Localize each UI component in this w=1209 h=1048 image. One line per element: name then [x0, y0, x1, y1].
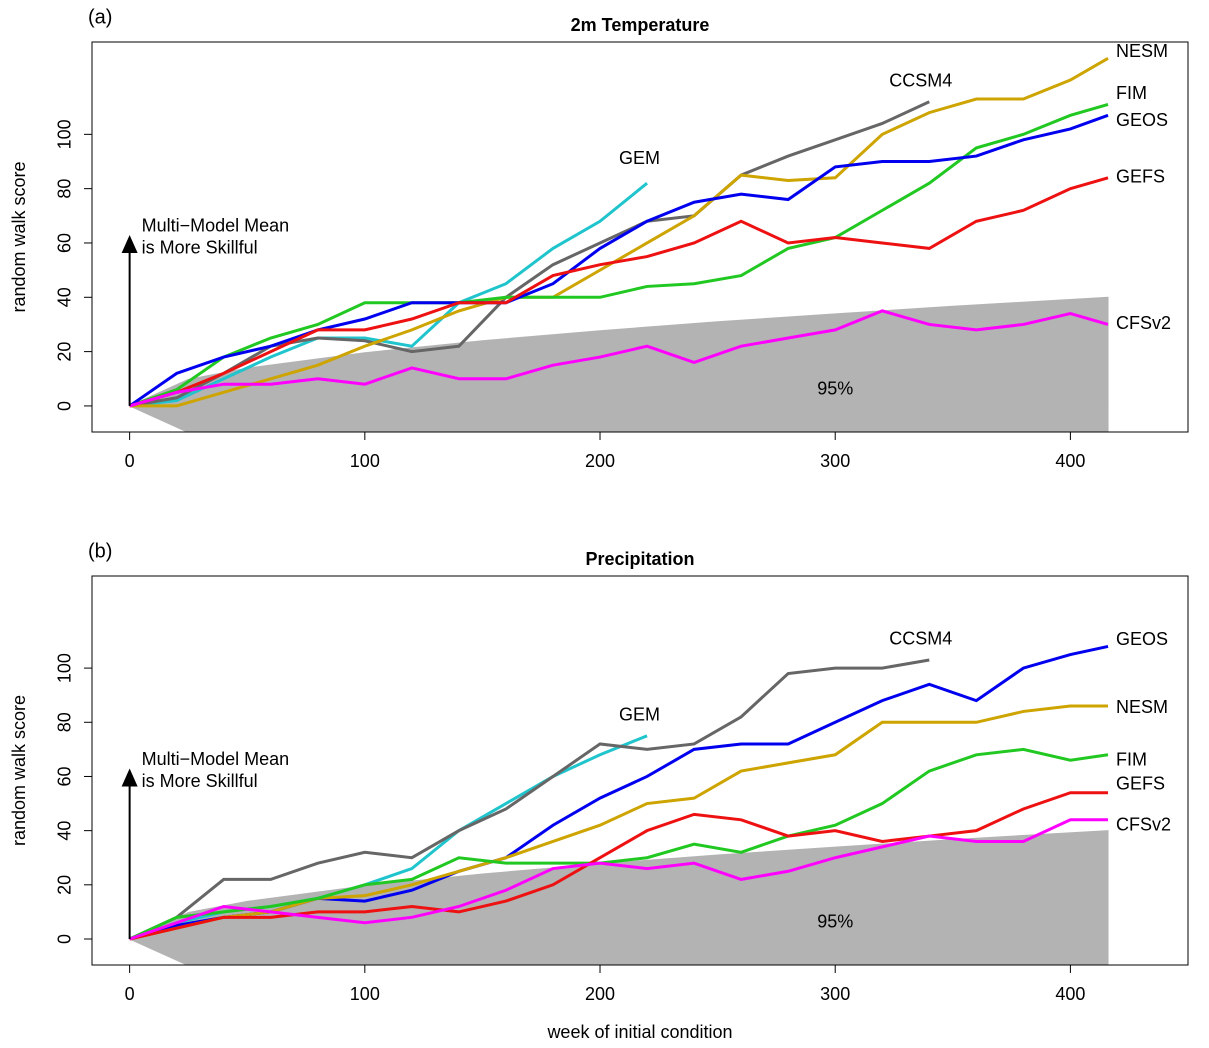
y-tick-label: 0 [55, 934, 75, 944]
envelope-label: 95% [817, 378, 853, 398]
series-line [129, 56, 1109, 408]
series-label: CFSv2 [1116, 815, 1171, 835]
series-line [129, 176, 1109, 408]
x-tick-label: 0 [125, 984, 135, 1004]
series-label: GEM [619, 148, 660, 168]
plot-area [128, 56, 1109, 432]
x-tick-label: 300 [820, 984, 850, 1004]
x-tick-label: 100 [350, 451, 380, 471]
envelope-lower [129, 405, 1109, 432]
series-line [129, 103, 1109, 408]
envelope-lower [129, 938, 1109, 965]
series-label: GEFS [1116, 773, 1165, 793]
y-tick-label: 40 [55, 821, 75, 841]
y-tick-label: 60 [55, 233, 75, 253]
y-tick-label: 0 [55, 401, 75, 411]
envelope-label: 95% [817, 911, 853, 931]
series-line [129, 704, 1109, 941]
x-tick-label: 200 [585, 451, 615, 471]
annotation-text: Multi−Model Mean [142, 749, 290, 769]
series-label: FIM [1116, 83, 1147, 103]
y-axis-label: random walk score [9, 695, 29, 846]
series-line [129, 818, 1109, 941]
series-label: NESM [1116, 697, 1168, 717]
series-line [129, 658, 930, 941]
y-tick-label: 60 [55, 766, 75, 786]
x-tick-label: 300 [820, 451, 850, 471]
series-label: NESM [1116, 41, 1168, 61]
y-tick-label: 20 [55, 342, 75, 362]
x-tick-label: 100 [350, 984, 380, 1004]
y-tick-label: 80 [55, 712, 75, 732]
y-tick-label: 80 [55, 179, 75, 199]
x-tick-label: 0 [125, 451, 135, 471]
series-line [129, 309, 1109, 408]
series-line [129, 747, 1109, 941]
series-line [128, 113, 1109, 408]
series-label: FIM [1116, 750, 1147, 770]
series-label: GEM [619, 705, 660, 725]
series-line [129, 182, 648, 408]
panel-label: (a) [88, 6, 112, 28]
y-tick-label: 100 [55, 119, 75, 149]
series-label: GEOS [1116, 110, 1168, 130]
y-tick-label: 100 [55, 653, 75, 683]
annotation-text: Multi−Model Mean [142, 215, 290, 235]
series-label: GEOS [1116, 629, 1168, 649]
y-axis-label: random walk score [9, 161, 29, 312]
x-axis-label: week of initial condition [546, 1022, 732, 1042]
y-tick-label: 20 [55, 875, 75, 895]
series-label: GEFS [1116, 167, 1165, 187]
chart-title: Precipitation [585, 549, 694, 569]
annotation-text: is More Skillful [142, 237, 258, 257]
plot-area [129, 644, 1109, 965]
x-tick-label: 400 [1055, 984, 1085, 1004]
y-tick-label: 40 [55, 287, 75, 307]
x-tick-label: 400 [1055, 451, 1085, 471]
x-tick-label: 200 [585, 984, 615, 1004]
series-line [129, 100, 930, 408]
series-label: CFSv2 [1116, 313, 1171, 333]
series-label: CCSM4 [889, 70, 952, 90]
chart-title: 2m Temperature [571, 15, 710, 35]
annotation-text: is More Skillful [142, 771, 258, 791]
panel-label: (b) [88, 540, 112, 562]
series-label: CCSM4 [889, 629, 952, 649]
